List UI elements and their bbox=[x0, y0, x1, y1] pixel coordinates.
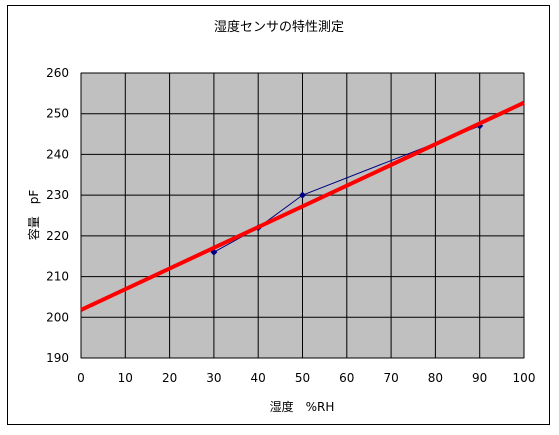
x-axis-ticks: 0 10 20 30 40 50 60 70 80 90 100 bbox=[77, 371, 535, 385]
y-tick-label: 260 bbox=[46, 66, 69, 80]
x-tick-label: 90 bbox=[472, 371, 487, 385]
x-tick-label: 30 bbox=[206, 371, 221, 385]
data-point bbox=[299, 191, 306, 199]
x-tick-label: 50 bbox=[295, 371, 310, 385]
chart-title: 湿度センサの特性測定 bbox=[214, 19, 344, 35]
y-tick-label: 200 bbox=[46, 310, 69, 324]
y-tick-label: 250 bbox=[46, 107, 69, 121]
x-tick-label: 20 bbox=[162, 371, 177, 385]
x-tick-label: 10 bbox=[118, 371, 133, 385]
x-axis-label: 湿度 %RH bbox=[270, 399, 335, 414]
series-group bbox=[80, 100, 525, 312]
y-tick-label: 220 bbox=[46, 229, 69, 243]
y-tick-label: 240 bbox=[46, 147, 69, 161]
y-axis-ticks: 190 200 210 220 230 240 250 260 bbox=[46, 66, 69, 365]
series-line bbox=[213, 125, 480, 253]
y-tick-label: 210 bbox=[46, 270, 69, 284]
x-tick-label: 100 bbox=[513, 371, 536, 385]
x-tick-label: 0 bbox=[77, 371, 85, 385]
y-tick-label: 190 bbox=[46, 351, 69, 365]
x-tick-label: 40 bbox=[251, 371, 266, 385]
x-tick-label: 60 bbox=[339, 371, 354, 385]
x-tick-label: 80 bbox=[428, 371, 443, 385]
trendline bbox=[80, 100, 525, 312]
x-tick-label: 70 bbox=[383, 371, 398, 385]
y-axis-label: 容量 pF bbox=[26, 190, 41, 241]
y-tick-label: 230 bbox=[46, 188, 69, 202]
